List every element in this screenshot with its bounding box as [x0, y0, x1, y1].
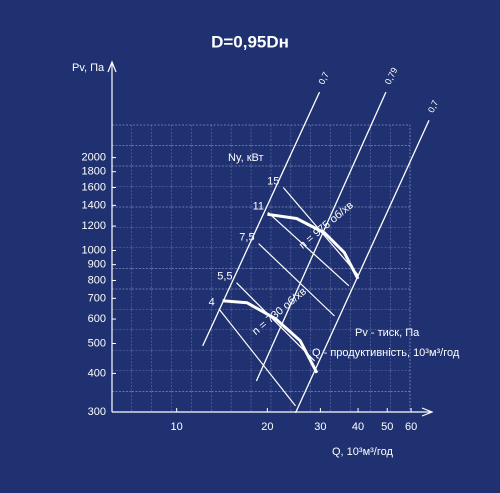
power-label: 11 — [253, 200, 264, 212]
y-tick-label: 600 — [88, 313, 106, 325]
power-line — [267, 211, 350, 287]
pressure-curve — [267, 212, 360, 280]
power-label: 7,5 — [239, 232, 254, 244]
efficiency-label: 0,7 — [316, 70, 330, 86]
y-tick-label: 300 — [88, 406, 106, 418]
x-axis-label: Q, 10³м³/год — [332, 446, 393, 458]
grid — [111, 124, 411, 413]
legend-text: Pv - тиск, Па — [355, 327, 420, 339]
power-label: Ny, кВт — [228, 152, 264, 164]
x-tick-label: 20 — [261, 421, 273, 433]
y-tick-label: 1000 — [82, 244, 106, 256]
y-tick-label: 1400 — [82, 199, 106, 211]
efficiency-label: 0,7 — [426, 99, 440, 115]
y-tick-label: 2000 — [82, 151, 106, 163]
y-tick-label: 800 — [88, 274, 106, 286]
y-tick-label: 400 — [88, 367, 106, 379]
y-axis — [107, 60, 117, 412]
y-tick-label: 1800 — [82, 166, 106, 178]
legend-text: Q - продуктивність, 10³м³/год — [312, 347, 460, 359]
power-line — [236, 282, 316, 362]
y-tick-label: 1600 — [82, 181, 106, 193]
y-tick-label: 500 — [88, 337, 106, 349]
y-axis-label: Pv, Па — [72, 62, 105, 74]
x-tick-label: 10 — [171, 421, 183, 433]
x-tick-label: 60 — [405, 421, 417, 433]
x-tick-label: 40 — [352, 421, 364, 433]
pressure-curve — [222, 299, 319, 374]
chart-title: D=0,95Dн — [211, 32, 289, 51]
power-label: 15 — [267, 175, 279, 187]
power-label: 5,5 — [217, 271, 232, 283]
efficiency-line — [202, 91, 321, 347]
y-tick-label: 1200 — [82, 220, 106, 232]
x-tick-label: 30 — [314, 421, 326, 433]
y-tick-label: 900 — [88, 259, 106, 271]
power-line — [218, 308, 296, 407]
y-tick-label: 700 — [88, 292, 106, 304]
x-tick-label: 50 — [381, 421, 393, 433]
x-axis — [112, 407, 434, 417]
efficiency-line — [294, 120, 430, 414]
power-line — [258, 243, 335, 317]
power-label: 4 — [209, 297, 215, 309]
efficiency-line — [255, 91, 387, 382]
